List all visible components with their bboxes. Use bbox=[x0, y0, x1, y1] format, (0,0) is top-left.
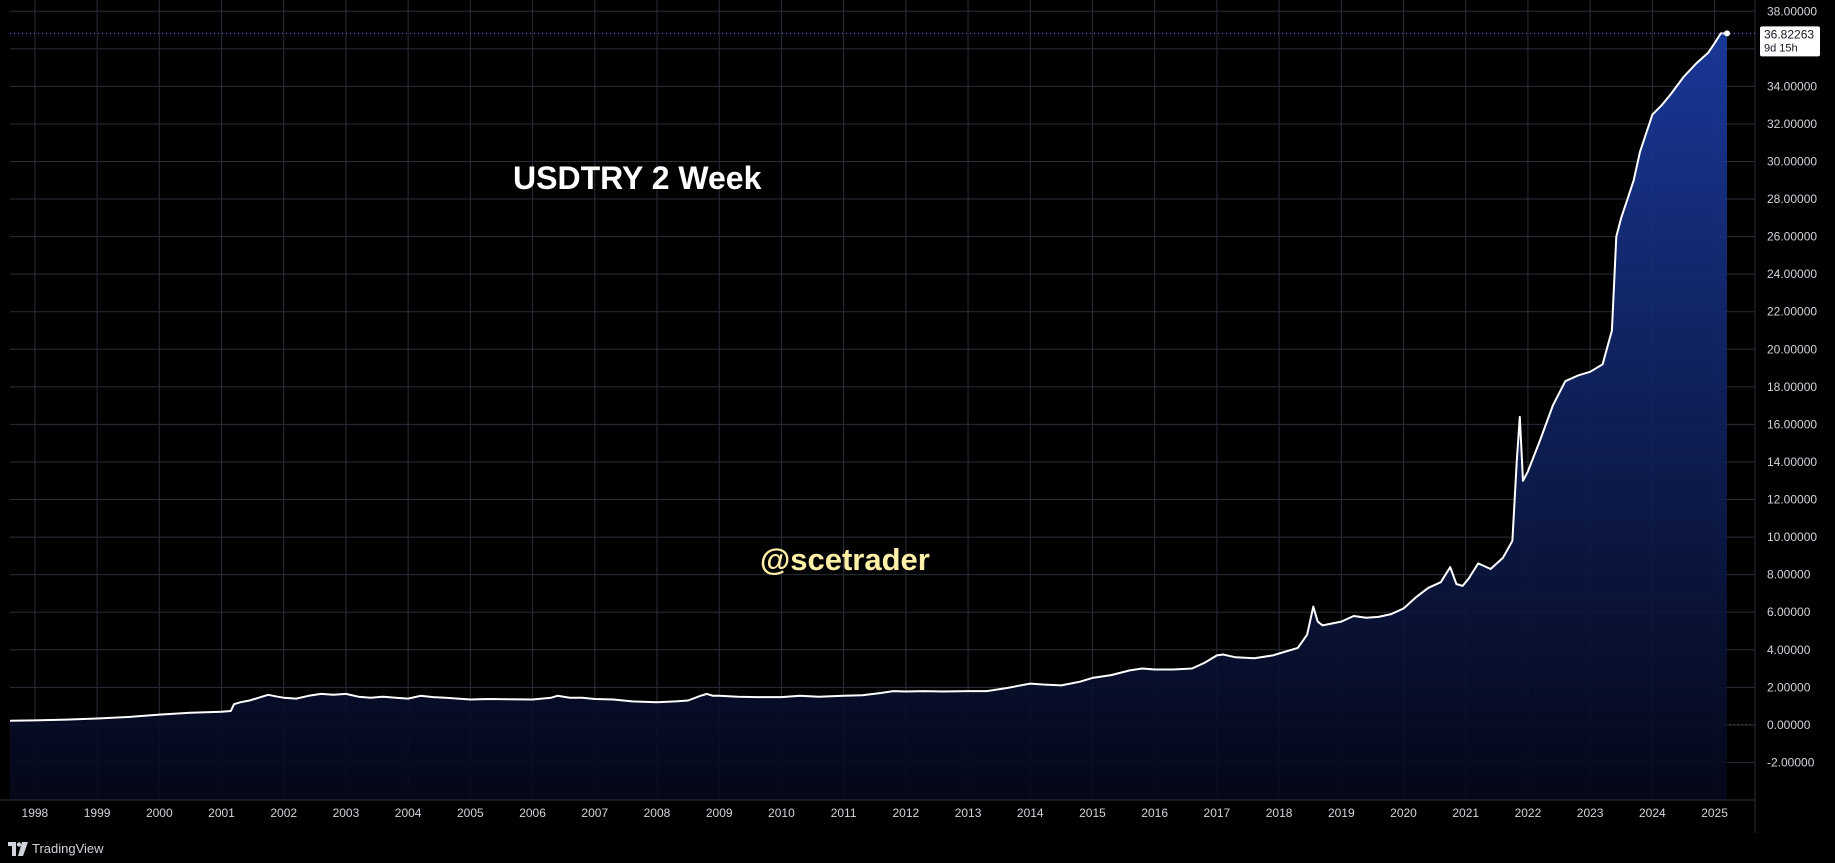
series-area bbox=[10, 33, 1727, 800]
y-tick-label: 18.00000 bbox=[1767, 380, 1817, 394]
x-tick-label: 2004 bbox=[395, 806, 422, 820]
y-tick-label: 38.00000 bbox=[1767, 4, 1817, 18]
y-tick-label: 2.00000 bbox=[1767, 680, 1811, 694]
y-tick-label: 4.00000 bbox=[1767, 643, 1811, 657]
countdown-label: 9d 15h bbox=[1764, 42, 1798, 54]
watermark-text: @scetrader bbox=[760, 542, 930, 577]
y-tick-label: 32.00000 bbox=[1767, 117, 1817, 131]
x-axis[interactable]: 1998 1999 2000 2001 2002 2003 2004 2005 2006 2007… bbox=[0, 799, 1755, 820]
last-price-label: 36.82263 bbox=[1764, 27, 1814, 41]
chart-title: USDTRY 2 Week bbox=[513, 160, 762, 196]
series-line[interactable] bbox=[10, 32, 1727, 722]
x-tick-label: 2019 bbox=[1328, 806, 1355, 820]
tradingview-logo[interactable]: TradingView bbox=[8, 841, 104, 856]
x-tick-label: 2003 bbox=[333, 806, 360, 820]
x-tick-label: 2022 bbox=[1515, 806, 1542, 820]
y-tick-label: 28.00000 bbox=[1767, 192, 1817, 206]
x-tick-label: 2016 bbox=[1141, 806, 1168, 820]
x-tick-label: 2012 bbox=[892, 806, 919, 820]
x-tick-label: 2006 bbox=[519, 806, 546, 820]
x-tick-label: 2011 bbox=[831, 806, 857, 820]
y-tick-label: 20.00000 bbox=[1767, 342, 1817, 356]
x-tick-label: 2008 bbox=[644, 806, 671, 820]
y-tick-label: 6.00000 bbox=[1767, 605, 1811, 619]
x-tick-label: 2010 bbox=[768, 806, 795, 820]
y-tick-label: 8.00000 bbox=[1767, 568, 1811, 582]
y-tick-label: 14.00000 bbox=[1767, 455, 1817, 469]
x-tick-label: 2014 bbox=[1017, 806, 1044, 820]
tradingview-logo-icon bbox=[8, 841, 28, 856]
x-tick-label: 2015 bbox=[1079, 806, 1106, 820]
x-tick-label: 2005 bbox=[457, 806, 484, 820]
y-tick-label: 12.00000 bbox=[1767, 493, 1817, 507]
x-tick-label: 2024 bbox=[1639, 806, 1666, 820]
y-tick-label: 30.00000 bbox=[1767, 155, 1817, 169]
y-tick-label: 22.00000 bbox=[1767, 305, 1817, 319]
y-tick-label: 26.00000 bbox=[1767, 230, 1817, 244]
x-tick-label: 1999 bbox=[84, 806, 111, 820]
x-tick-label: 2013 bbox=[955, 806, 982, 820]
x-tick-label: 2000 bbox=[146, 806, 173, 820]
y-tick-label: -2.00000 bbox=[1767, 755, 1815, 769]
x-tick-label: 2018 bbox=[1266, 806, 1293, 820]
y-tick-label: 34.00000 bbox=[1767, 79, 1817, 93]
x-tick-label: 2009 bbox=[706, 806, 733, 820]
x-tick-label: 2017 bbox=[1204, 806, 1231, 820]
x-tick-label: 2021 bbox=[1452, 806, 1479, 820]
y-tick-label: 10.00000 bbox=[1767, 530, 1817, 544]
y-tick-label: 0.00000 bbox=[1767, 718, 1811, 732]
x-tick-label: 2002 bbox=[270, 806, 297, 820]
footer: TradingView bbox=[0, 833, 1835, 863]
last-price-label-box bbox=[1760, 26, 1820, 57]
x-tick-label: 2025 bbox=[1701, 806, 1728, 820]
x-tick-label: 1998 bbox=[22, 806, 49, 820]
y-tick-label: 16.00000 bbox=[1767, 417, 1817, 431]
y-tick-label: 24.00000 bbox=[1767, 267, 1817, 281]
x-tick-label: 2007 bbox=[581, 806, 608, 820]
tradingview-brand: TradingView bbox=[32, 841, 104, 856]
x-tick-label: 2020 bbox=[1390, 806, 1417, 820]
x-tick-label: 2023 bbox=[1577, 806, 1604, 820]
last-point-marker bbox=[1724, 30, 1731, 37]
x-tick-label: 2001 bbox=[208, 806, 235, 820]
